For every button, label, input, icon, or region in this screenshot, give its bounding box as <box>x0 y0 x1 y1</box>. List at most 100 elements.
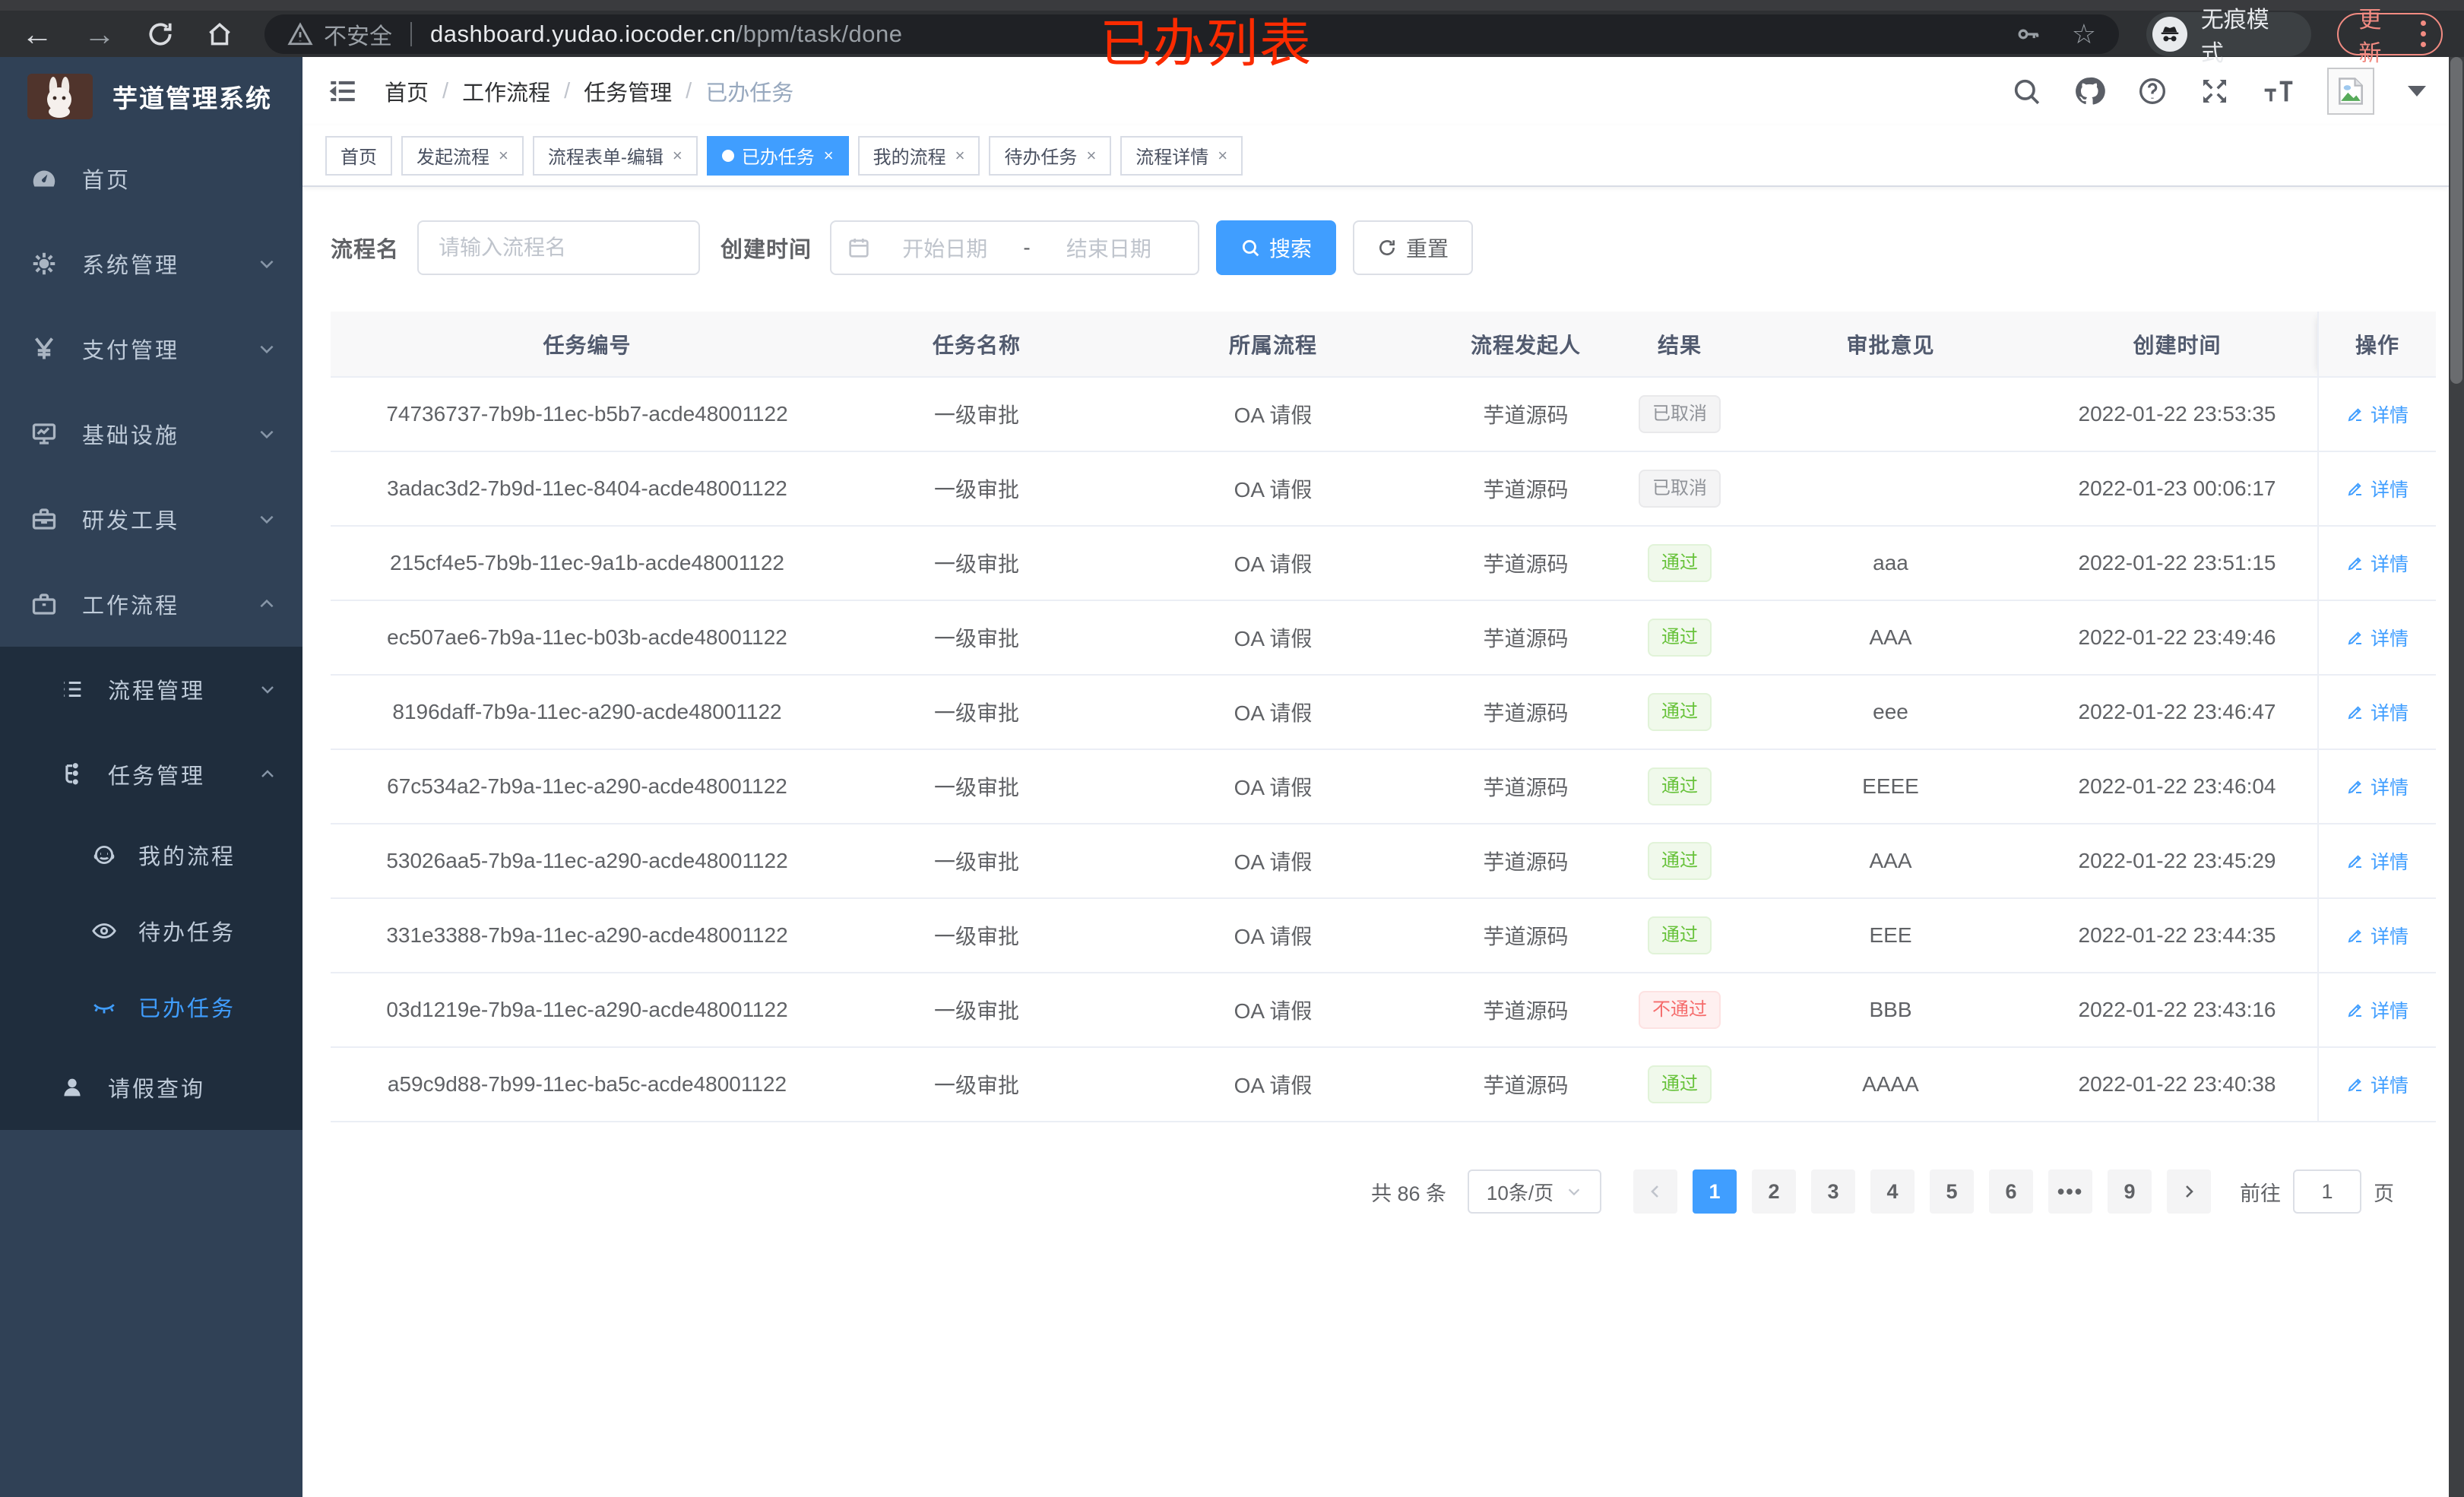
tag-my-process[interactable]: 我的流程 × <box>857 135 980 176</box>
browser-update-button[interactable]: 更新 <box>2337 8 2443 66</box>
more-pages-button[interactable]: ••• <box>2048 1169 2092 1214</box>
sidebar-item-infra[interactable]: 基础设施 <box>0 391 302 476</box>
chevron-up-icon <box>261 770 274 777</box>
breadcrumb-workflow[interactable]: 工作流程 <box>462 81 551 106</box>
incognito-icon <box>2161 26 2179 41</box>
detail-button[interactable]: 详情 <box>2346 698 2409 726</box>
process-name-input[interactable] <box>417 220 701 275</box>
page-button[interactable]: 1 <box>1693 1169 1737 1214</box>
breadcrumb: 首页 / 工作流程 / 任务管理 / 已办任务 <box>385 75 793 107</box>
tag-todo-tasks[interactable]: 待办任务 × <box>989 135 1112 176</box>
sidebar-item-workflow[interactable]: 工作流程 <box>0 562 302 647</box>
avatar[interactable] <box>2327 68 2374 115</box>
close-icon[interactable]: × <box>1086 145 1097 165</box>
col-task-id: 任务编号 <box>331 312 844 378</box>
close-icon[interactable]: × <box>955 145 965 165</box>
tag-done-tasks[interactable]: 已办任务 × <box>706 135 849 176</box>
breadcrumb-home[interactable]: 首页 <box>385 81 429 106</box>
browser-menu-icon[interactable] <box>2421 21 2426 47</box>
github-icon[interactable] <box>2073 75 2105 107</box>
sidebar-item-process-mgmt[interactable]: 流程管理 <box>0 647 302 732</box>
sidebar-item-task-mgmt[interactable]: 任务管理 <box>0 732 302 817</box>
col-created: 创建时间 <box>2037 312 2318 378</box>
browser-forward-icon[interactable]: → <box>84 15 116 52</box>
browser-back-icon[interactable]: ← <box>21 15 53 52</box>
detail-button[interactable]: 详情 <box>2346 773 2409 800</box>
edit-icon <box>2348 854 2361 868</box>
sidebar-item-payment[interactable]: 支付管理 <box>0 306 302 391</box>
page-button[interactable]: 5 <box>1930 1169 1974 1214</box>
tag-start-process[interactable]: 发起流程 × <box>401 135 524 176</box>
chevron-right-icon <box>2186 1185 2193 1198</box>
incognito-badge: 无痕模式 <box>2146 8 2312 66</box>
sidebar-item-home[interactable]: 首页 <box>0 136 302 221</box>
sidebar-item-done-tasks[interactable]: 已办任务 <box>0 969 302 1045</box>
detail-button[interactable]: 详情 <box>2346 996 2409 1024</box>
breadcrumb-task-mgmt[interactable]: 任务管理 <box>584 81 673 106</box>
sidebar-item-devtools[interactable]: 研发工具 <box>0 476 302 562</box>
page-button[interactable]: 4 <box>1870 1169 1915 1214</box>
chevron-down-icon <box>260 515 274 524</box>
detail-button[interactable]: 详情 <box>2346 400 2409 428</box>
gear-icon <box>33 252 55 275</box>
font-size-icon[interactable] <box>2262 76 2295 106</box>
tag-form-edit[interactable]: 流程表单-编辑 × <box>532 135 698 176</box>
close-icon[interactable]: × <box>1218 145 1228 165</box>
pagination: 共 86 条 10条/页 1 2 3 4 5 6 ••• 9 <box>331 1169 2426 1214</box>
scrollbar-thumb[interactable] <box>2450 57 2462 384</box>
detail-button[interactable]: 详情 <box>2346 922 2409 949</box>
browser-scrollbar[interactable] <box>2449 57 2464 1497</box>
caret-down-icon[interactable] <box>2408 86 2426 97</box>
detail-button[interactable]: 详情 <box>2346 549 2409 577</box>
sidebar-item-my-process[interactable]: 我的流程 <box>0 817 302 893</box>
detail-button[interactable]: 详情 <box>2346 624 2409 651</box>
search-icon <box>1242 239 1259 257</box>
close-icon[interactable]: × <box>823 145 834 165</box>
chevron-up-icon <box>260 599 274 608</box>
app-logo[interactable]: 芋道管理系统 <box>0 57 302 136</box>
address-bar[interactable]: 不安全 dashboard.yudao.iocoder.cn/bpm/task/… <box>264 14 2119 54</box>
browser-reload-icon[interactable] <box>146 20 175 49</box>
prev-page-button[interactable] <box>1633 1169 1677 1214</box>
table-row: 215cf4e5-7b9b-11ec-9a1b-acde48001122 一级审批… <box>331 526 2436 601</box>
yen-icon <box>34 337 54 359</box>
date-range-picker[interactable]: 开始日期 - 结束日期 <box>830 220 1200 275</box>
close-icon[interactable]: × <box>672 145 683 165</box>
sidebar-item-todo-tasks[interactable]: 待办任务 <box>0 893 302 969</box>
table-row: 03d1219e-7b9a-11ec-a290-acde48001122 一级审批… <box>331 973 2436 1048</box>
page-url: dashboard.yudao.iocoder.cn/bpm/task/done <box>430 20 903 47</box>
sidebar-item-leave-query[interactable]: 请假查询 <box>0 1045 302 1130</box>
search-button[interactable]: 搜索 <box>1216 220 1337 275</box>
page-button[interactable]: 2 <box>1752 1169 1796 1214</box>
fullscreen-icon[interactable] <box>2200 76 2230 106</box>
status-badge: 通过 <box>1648 693 1712 731</box>
page-size-select[interactable]: 10条/页 <box>1468 1169 1601 1214</box>
goto-page-input[interactable] <box>2293 1169 2361 1214</box>
chevron-down-icon <box>261 686 274 694</box>
reset-button[interactable]: 重置 <box>1353 220 1474 275</box>
sidebar-item-system[interactable]: 系统管理 <box>0 221 302 306</box>
page-button[interactable]: 6 <box>1989 1169 2033 1214</box>
detail-button[interactable]: 详情 <box>2346 1071 2409 1098</box>
close-icon[interactable]: × <box>499 145 508 165</box>
start-date-placeholder: 开始日期 <box>902 237 988 261</box>
page-button[interactable]: 3 <box>1811 1169 1855 1214</box>
browser-home-icon[interactable] <box>205 20 234 49</box>
eye-icon <box>92 923 116 938</box>
goto-label: 前往 <box>2240 1182 2281 1205</box>
detail-button[interactable]: 详情 <box>2346 847 2409 875</box>
tag-home[interactable]: 首页 <box>325 135 392 176</box>
page-button[interactable]: 9 <box>2108 1169 2152 1214</box>
tag-process-detail[interactable]: 流程详情 × <box>1120 135 1243 176</box>
key-icon[interactable] <box>2014 21 2041 48</box>
sidebar-fold-icon[interactable] <box>327 75 359 107</box>
help-icon[interactable] <box>2137 76 2168 106</box>
edit-icon <box>2348 482 2361 495</box>
next-page-button[interactable] <box>2167 1169 2211 1214</box>
bookmark-star-icon[interactable]: ☆ <box>2071 17 2096 49</box>
search-icon[interactable] <box>2011 76 2041 106</box>
status-badge: 通过 <box>1648 619 1712 657</box>
security-label: 不安全 <box>324 24 392 49</box>
detail-button[interactable]: 详情 <box>2346 475 2409 502</box>
browser-tabstrip <box>0 0 2464 11</box>
